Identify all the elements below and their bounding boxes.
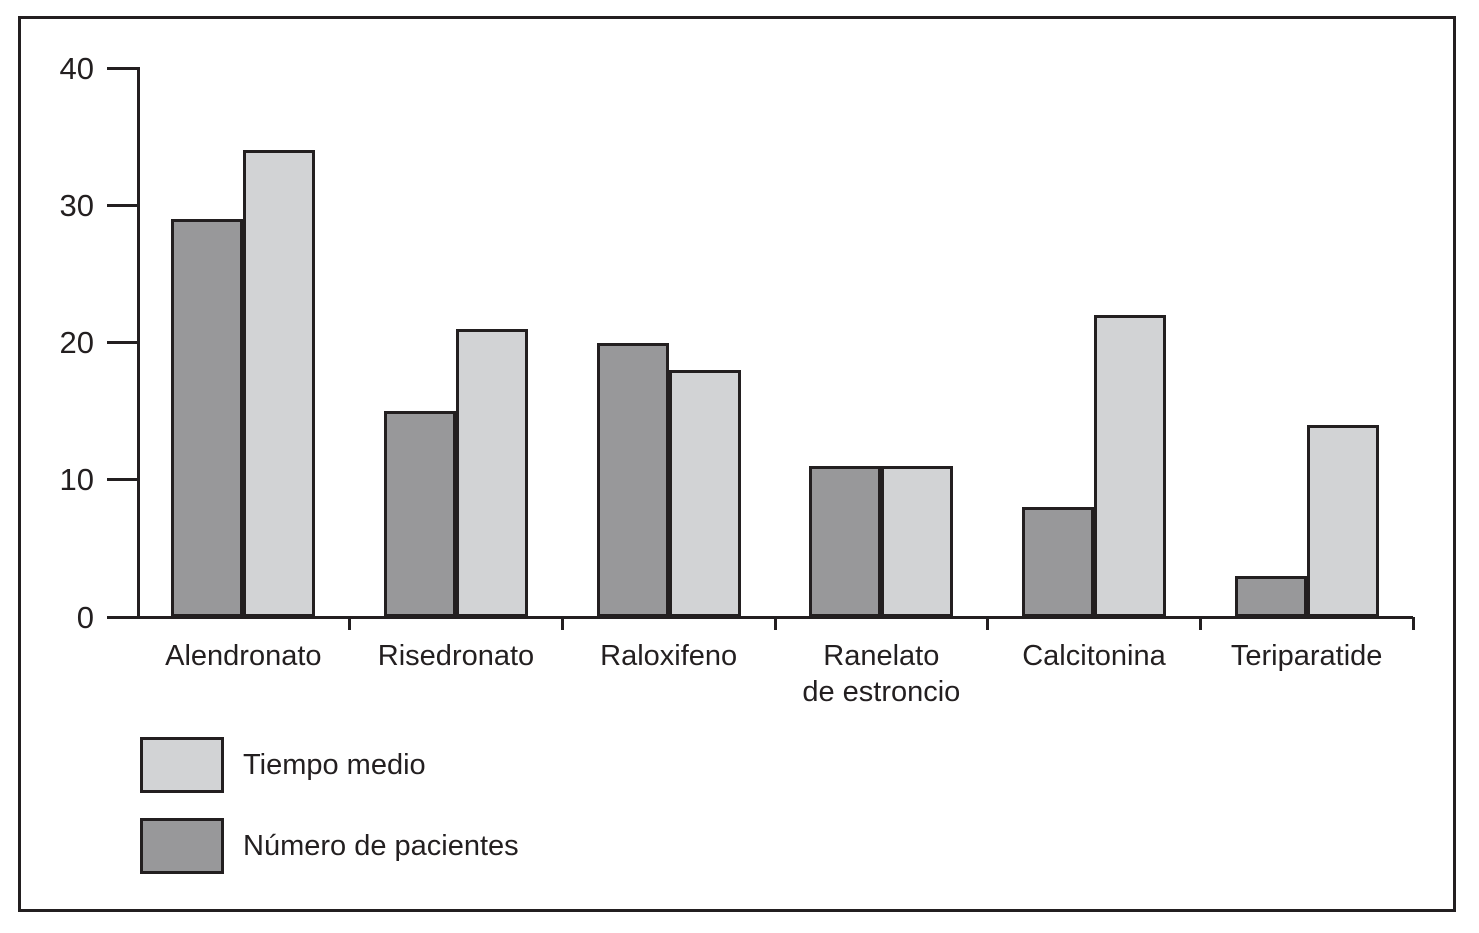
bar-tiempo-medio [1306,424,1379,617]
x-axis-category-label: Raloxifeno [600,640,738,672]
legend-item: Número de pacientes [140,818,519,874]
bar-tiempo-medio [881,466,954,617]
bar-tiempo-medio [243,150,316,617]
x-axis-category-label: Ranelato de estroncio [802,640,961,708]
x-axis-line [115,616,1413,619]
bar-n-mero-de-pacientes [809,466,882,617]
bar-tiempo-medio [668,369,741,617]
legend-item: Tiempo medio [140,737,519,793]
y-axis-tick-label: 30 [59,187,94,223]
plot-area: 0 10 20 30 40 Alendronato Risedronato Raloxifen… [60,53,1415,708]
y-axis-tick [107,203,137,207]
x-axis-tick [348,617,352,630]
y-axis-tick-label: 0 [76,599,94,635]
bar-n-mero-de-pacientes [1022,507,1094,617]
bar-n-mero-de-pacientes [596,342,669,617]
y-axis-tick-label: 40 [59,50,94,86]
legend-swatch [140,737,224,793]
y-axis-tick [107,341,137,344]
legend-label: Tiempo medio [243,748,426,781]
x-axis-tick [1198,617,1202,630]
bar-n-mero-de-pacientes [384,411,456,617]
x-axis-tick [1411,617,1415,630]
x-axis-category-label: Risedronato [377,640,535,672]
x-axis-tick [560,617,564,630]
y-axis-line [137,67,140,618]
y-axis-tick-label: 10 [59,462,94,498]
y-axis-tick [107,478,137,482]
chart-legend: Tiempo medio Número de pacientes [140,737,519,899]
legend-swatch [140,818,224,874]
bar-tiempo-medio [1094,315,1166,617]
x-axis-category-label: Calcitonina [1022,640,1166,672]
x-axis-tick [773,617,777,630]
bar-n-mero-de-pacientes [1234,575,1307,617]
x-axis-category-label: Teriparatide [1230,640,1383,672]
y-axis-tick-label: 20 [59,325,94,360]
bar-tiempo-medio [456,328,528,617]
y-axis-tick [107,66,137,70]
legend-label: Número de pacientes [243,829,519,862]
x-axis-tick [986,617,990,630]
x-axis-category-label: Alendronato [165,640,322,672]
bar-n-mero-de-pacientes [171,218,244,617]
